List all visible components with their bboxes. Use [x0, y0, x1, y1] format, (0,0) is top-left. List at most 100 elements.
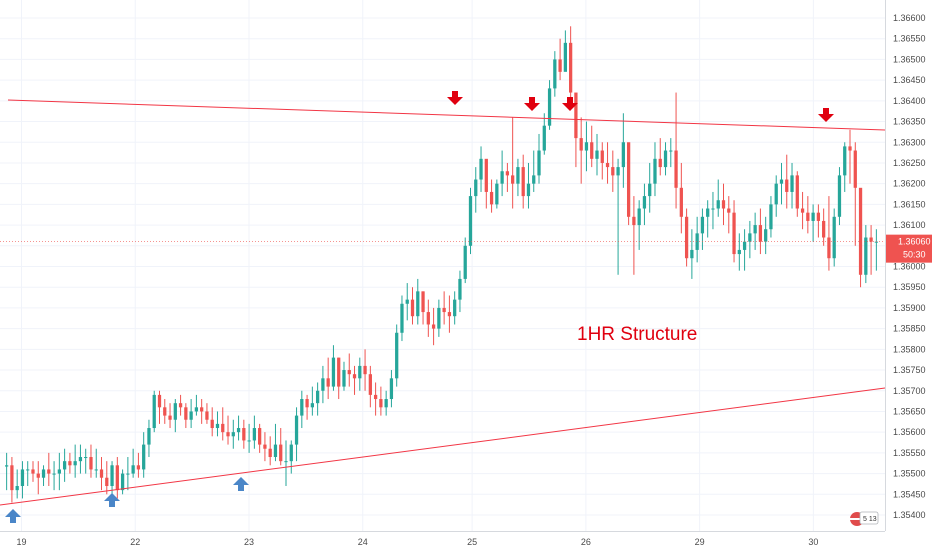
x-tick-label: 25 [467, 537, 477, 547]
candle-body [89, 457, 93, 470]
candle-body [679, 187, 683, 217]
y-tick-label: 1.36300 [893, 137, 926, 147]
candle-body [47, 469, 51, 474]
candle-body [484, 158, 488, 192]
y-tick-label: 1.35850 [893, 324, 926, 334]
up-arrow-icon [5, 509, 21, 523]
candle-body [120, 473, 125, 491]
candle-body [279, 444, 283, 462]
candle-body [226, 432, 230, 437]
candle-body [337, 357, 341, 387]
footer-badge: 5 13 [850, 511, 879, 526]
candle-body [231, 432, 235, 437]
candle-body [147, 428, 151, 445]
candle-body [236, 428, 241, 433]
candle-body [816, 212, 821, 221]
candle-body [758, 225, 763, 242]
x-axis-ticks: 19 22 23 24 25 26 29 30 [16, 537, 818, 547]
y-tick-label: 1.36100 [893, 220, 926, 230]
candle-body [453, 299, 457, 317]
y-tick-label: 1.36550 [893, 34, 926, 44]
candle-body [389, 378, 394, 400]
candle-body [142, 444, 146, 470]
candle-body [373, 394, 378, 400]
candle-body [205, 411, 209, 420]
candle-body [221, 423, 225, 433]
price-badge-background [886, 234, 932, 263]
candle-body [173, 403, 177, 420]
candle-body [790, 175, 794, 192]
candle-body [215, 423, 220, 429]
candle-body [774, 183, 778, 205]
candle-body [342, 370, 346, 387]
y-tick-label: 1.36400 [893, 96, 926, 106]
candle-body [84, 457, 88, 459]
candle-body [400, 303, 404, 333]
x-tick-label: 24 [358, 537, 368, 547]
down-arrow-icon [524, 97, 540, 111]
candle-body [395, 332, 399, 379]
candle-body [621, 142, 625, 168]
y-tick-label: 1.35800 [893, 344, 926, 354]
candle-body [99, 469, 104, 478]
up-arrow-icon [104, 493, 120, 507]
candle-body [310, 403, 314, 408]
candle-body [184, 407, 188, 420]
candle-body [252, 428, 257, 441]
candle-body [806, 212, 810, 221]
resistance-trendline[interactable] [7, 99, 886, 131]
candle-body [605, 162, 610, 168]
x-tick-label: 29 [695, 537, 705, 547]
candle-body [15, 486, 19, 491]
candle-body [5, 465, 9, 467]
candle-body [368, 374, 372, 395]
candle-body [516, 167, 520, 184]
candle-body [658, 158, 662, 168]
candle-body [115, 465, 119, 491]
candle-body [410, 299, 415, 317]
candle-body [869, 237, 873, 242]
candle-body [363, 365, 367, 375]
candle-body [36, 473, 40, 478]
candle-body [178, 403, 183, 408]
candle-body [284, 461, 288, 463]
y-tick-label: 1.36500 [893, 54, 926, 64]
y-tick-label: 1.36250 [893, 158, 926, 168]
candle-body [358, 365, 362, 379]
candle-body [611, 167, 615, 176]
candle-body [785, 179, 789, 192]
candle-body [110, 465, 114, 487]
candle-body [542, 125, 546, 151]
candle-body [321, 378, 325, 391]
candle-body [511, 175, 515, 184]
candle-body [558, 59, 562, 72]
candle-body [626, 142, 631, 217]
candle-body [616, 167, 620, 176]
candle-body [648, 183, 652, 197]
y-tick-label: 1.36000 [893, 262, 926, 272]
candle-body [479, 158, 483, 180]
down-arrow-icon [447, 91, 463, 105]
candle-body [152, 394, 156, 429]
candle-body [848, 146, 852, 151]
candle-body [690, 249, 694, 259]
candle-body [684, 216, 689, 259]
candle-body [126, 473, 130, 475]
y-tick-label: 1.35750 [893, 365, 926, 375]
footer-badge-text: 5 13 [863, 516, 877, 523]
down-arrow-icon [562, 97, 578, 111]
y-tick-label: 1.36200 [893, 179, 926, 189]
x-tick-label: 23 [244, 537, 254, 547]
up-arrow-icon [233, 477, 249, 491]
candle-body [737, 249, 741, 255]
support-trendline[interactable] [0, 387, 886, 506]
candle-body [748, 233, 752, 242]
candle-body [447, 312, 452, 317]
candle-body [347, 370, 351, 375]
candle-body [874, 241, 878, 243]
us-flag-stripe [850, 518, 864, 520]
candle-body [379, 399, 383, 408]
y-tick-label: 1.36350 [893, 117, 926, 127]
candle-body [463, 245, 467, 279]
